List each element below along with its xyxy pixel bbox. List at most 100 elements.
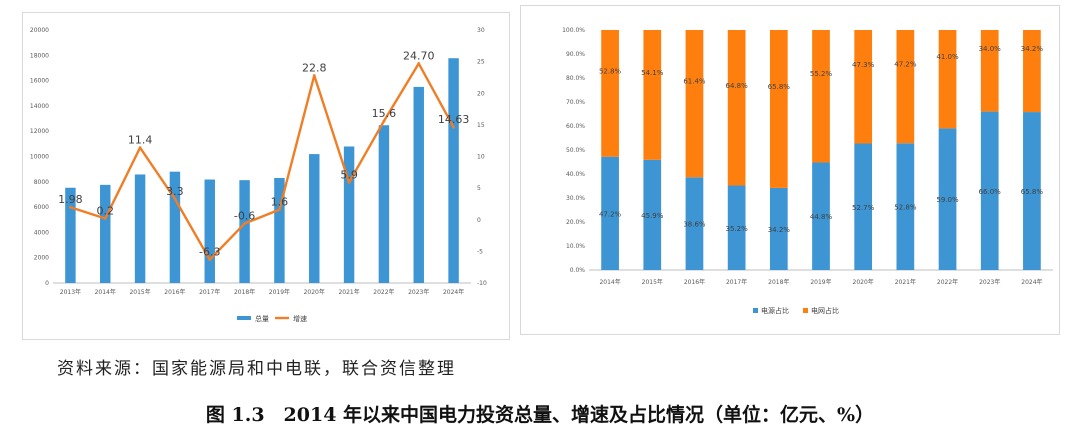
grid-share-label: 47.3% [852, 61, 875, 69]
growth-data-label: 1.6 [271, 196, 289, 209]
growth-data-label: 5.9 [340, 168, 358, 181]
x-tick-label: 2016年 [684, 278, 705, 286]
power-source-share-bar [643, 159, 662, 270]
power-source-share-label: 66.0% [979, 188, 1002, 196]
growth-point [173, 197, 177, 201]
growth-data-label: 1.98 [58, 193, 83, 206]
growth-data-label: 22.8 [302, 62, 327, 75]
power-source-share-bar [769, 187, 788, 270]
y-left-tick-label: 2000 [34, 255, 49, 262]
x-tick-label: 2014年 [599, 278, 620, 286]
power-source-share-bar [938, 128, 957, 270]
total-bar [378, 125, 390, 283]
total-bar [100, 184, 111, 283]
growth-data-label: -0.6 [234, 210, 255, 223]
y-tick-label: 20.0% [566, 219, 585, 226]
x-tick-label: 2022年 [373, 288, 394, 296]
total-bar [309, 154, 320, 283]
y-left-tick-label: 14000 [30, 103, 49, 110]
y-tick-label: 70.0% [566, 99, 585, 106]
growth-data-label: 0.2 [97, 204, 115, 217]
grid-share-label: 54.1% [641, 69, 664, 77]
growth-point [417, 62, 421, 65]
y-right-tick-label: 20 [477, 90, 485, 97]
total-bar [134, 174, 146, 283]
growth-point [347, 181, 351, 184]
power-source-share-label: 52.8% [894, 204, 917, 212]
y-tick-label: 100.0% [562, 27, 585, 34]
x-tick-label: 2023年 [979, 278, 1000, 286]
growth-data-label: 15.6 [372, 107, 397, 120]
y-tick-label: 40.0% [566, 171, 585, 178]
growth-data-label: 3.3 [166, 185, 184, 198]
growth-data-label: -6.3 [199, 246, 220, 259]
growth-data-label: 11.4 [128, 134, 153, 147]
grid-share-bar [643, 30, 662, 160]
y-left-tick-label: 8000 [34, 179, 49, 186]
investment-total-chart: 0 2000 4000 6000 8000 10000 12000 14000 16000 180… [30, 27, 487, 323]
grid-share-bar [769, 30, 788, 188]
grid-share-label: 41.0% [936, 53, 959, 61]
power-source-share-bar [812, 162, 830, 270]
x-tick-label: 2021年 [895, 278, 916, 286]
total-bar [343, 146, 355, 283]
source-note: 资料来源：国家能源局和中电联，联合资信整理 [57, 359, 456, 379]
y-right-tick-label: 25 [477, 59, 485, 66]
grid-share-bar [854, 30, 873, 144]
investment-share-chart: 0.0% 10.0% 20.0% 30.0% 40.0% 50.0% 60.0% 70.0% 8… [562, 27, 1053, 315]
x-tick-label: 2015年 [129, 288, 150, 296]
y-tick-label: 90.0% [566, 51, 585, 58]
total-bar [448, 58, 459, 283]
x-tick-label: 2023年 [408, 288, 429, 296]
x-tick-label: 2018年 [768, 278, 789, 286]
growth-point [208, 258, 212, 261]
growth-data-label: 14.63 [438, 113, 470, 126]
y-left-tick-label: 16000 [30, 78, 49, 85]
legend-total-label: 总量 [255, 314, 269, 323]
total-bar [204, 179, 215, 283]
grid-share-bar [1023, 30, 1041, 113]
y-left-tick-label: 20000 [30, 27, 49, 34]
y-left-tick-label: 0 [45, 280, 49, 287]
x-tick-label: 2015年 [642, 278, 663, 286]
growth-line [70, 62, 455, 261]
grid-share-label: 34.0% [979, 45, 1002, 53]
y-tick-label: 60.0% [566, 123, 585, 130]
grid-share-bar [938, 30, 957, 129]
power-source-share-label: 38.6% [683, 221, 706, 229]
y-left-tick-label: 6000 [34, 204, 49, 211]
y-tick-label: 30.0% [566, 195, 585, 202]
x-tick-label: 2017年 [726, 278, 747, 286]
x-tick-label: 2018年 [234, 288, 255, 296]
y-tick-label: 50.0% [566, 147, 585, 154]
power-source-share-label: 34.2% [768, 226, 791, 234]
x-tick-label: 2020年 [304, 288, 325, 296]
x-tick-label: 2024年 [1021, 278, 1042, 286]
power-source-share-bar [1023, 112, 1041, 270]
growth-point [312, 74, 316, 77]
total-bar [169, 171, 181, 283]
y-right-tick-label: 5 [477, 185, 481, 192]
grid-share-bar [896, 30, 915, 144]
grid-share-label: 64.8% [726, 82, 749, 90]
legend-power-source-label: 电源占比 [761, 306, 789, 315]
y-left-tick-label: 12000 [30, 128, 49, 135]
growth-point [278, 208, 281, 212]
power-source-share-label: 44.8% [810, 213, 833, 221]
x-tick-label: 2019年 [269, 288, 290, 296]
x-tick-label: 2019年 [810, 278, 831, 286]
y-right-tick-label: -5 [477, 248, 483, 255]
y-tick-label: 10.0% [566, 243, 585, 250]
legend-power-source-swatch [753, 308, 758, 313]
y-right-tick-label: 15 [477, 122, 485, 129]
power-source-share-label: 59.0% [936, 196, 959, 204]
y-left-tick-label: 4000 [34, 229, 49, 236]
legend-grid-swatch [803, 308, 808, 313]
total-bar [413, 86, 424, 283]
growth-point [452, 125, 455, 129]
y-right-tick-label: -10 [477, 280, 487, 287]
power-source-share-bar [980, 111, 999, 270]
investment-total-chart-panel: 0 2000 4000 6000 8000 10000 12000 14000 16000 180… [22, 12, 510, 340]
growth-data-label: 24.70 [403, 50, 435, 63]
legend-growth-label: 增速 [293, 314, 307, 323]
